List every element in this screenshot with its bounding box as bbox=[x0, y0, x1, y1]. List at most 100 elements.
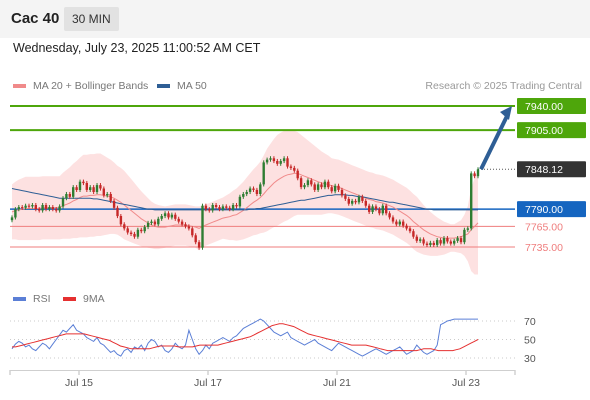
candle-body bbox=[245, 192, 248, 195]
candle-body bbox=[272, 158, 276, 162]
candle-body bbox=[333, 185, 337, 192]
ma20-line bbox=[11, 172, 479, 239]
candle-body bbox=[170, 214, 174, 218]
level-label-7848.12: 7848.12 bbox=[525, 164, 563, 176]
level-label-bg bbox=[517, 98, 586, 114]
candle-body bbox=[289, 166, 293, 168]
candle-body bbox=[143, 227, 146, 232]
candle-body bbox=[27, 205, 31, 207]
candle-body bbox=[293, 167, 296, 171]
candle-body bbox=[395, 221, 398, 225]
candle-body bbox=[112, 200, 116, 208]
candle-body bbox=[102, 188, 105, 196]
candle-body bbox=[425, 243, 429, 245]
candle-body bbox=[296, 170, 299, 179]
candle-body bbox=[157, 218, 160, 225]
candle-body bbox=[238, 196, 242, 207]
candle-body bbox=[95, 185, 99, 192]
candle-body bbox=[364, 200, 367, 206]
candle-body bbox=[316, 184, 320, 190]
legend-ma50: MA 50 bbox=[157, 80, 207, 92]
rsi-tick-label: 30 bbox=[524, 353, 536, 365]
level-label-7940.00: 7940.00 bbox=[525, 101, 563, 113]
level-label-7735.00: 7735.00 bbox=[525, 242, 563, 254]
candle-body bbox=[109, 194, 112, 201]
candle-body bbox=[449, 241, 452, 244]
candle-body bbox=[167, 213, 170, 218]
legend-label-ma50: MA 50 bbox=[177, 80, 207, 92]
candle-body bbox=[371, 206, 374, 212]
candle-body bbox=[252, 188, 255, 190]
rsi-ma-line bbox=[12, 323, 479, 352]
candle-body bbox=[34, 205, 37, 210]
candle-body bbox=[201, 205, 204, 248]
candle-body bbox=[405, 225, 408, 229]
candle-body bbox=[453, 240, 456, 244]
candle-body bbox=[299, 178, 303, 188]
candle-body bbox=[150, 221, 153, 223]
candle-body bbox=[55, 209, 58, 211]
x-tick-label: Jul 23 bbox=[452, 377, 480, 389]
candle-body bbox=[436, 240, 439, 245]
candle-body bbox=[385, 205, 388, 214]
candle-body bbox=[419, 239, 422, 241]
candle-body bbox=[41, 205, 44, 211]
candle-body bbox=[174, 214, 177, 219]
interval-selector[interactable]: 30 MIN bbox=[64, 7, 119, 31]
candle-body bbox=[191, 228, 194, 236]
candle-body bbox=[184, 224, 187, 227]
legend-label-rsi-ma: 9MA bbox=[83, 293, 105, 305]
candle-body bbox=[262, 162, 265, 185]
candle-body bbox=[470, 173, 473, 229]
candle-body bbox=[38, 209, 41, 211]
candle-body bbox=[160, 216, 163, 219]
candle-body bbox=[225, 206, 228, 208]
credit-text: Research © 2025 Trading Central bbox=[425, 80, 582, 92]
forecast-arrow-head bbox=[500, 106, 512, 120]
candle-body bbox=[208, 209, 211, 211]
candle-body bbox=[446, 238, 449, 242]
candle-body bbox=[248, 188, 252, 192]
candle-body bbox=[259, 184, 262, 194]
rsi-tick-label: 70 bbox=[524, 316, 536, 328]
candle-body bbox=[388, 213, 391, 218]
candle-body bbox=[72, 187, 75, 197]
candle-body bbox=[153, 221, 157, 225]
candle-body bbox=[303, 185, 306, 188]
candle-body bbox=[255, 189, 259, 194]
candle-body bbox=[429, 242, 432, 245]
candle-body bbox=[123, 224, 126, 229]
candle-body bbox=[163, 213, 167, 217]
candle-body bbox=[269, 158, 272, 160]
candle-body bbox=[327, 181, 330, 188]
legend-rsi-ma: 9MA bbox=[63, 293, 105, 305]
top-bar: Cac 40 30 MIN bbox=[0, 0, 590, 38]
x-tick-label: Jul 15 bbox=[65, 377, 93, 389]
legend-bollinger: MA 20 + Bollinger Bands bbox=[13, 80, 148, 92]
candle-body bbox=[194, 235, 197, 243]
candle-body bbox=[357, 196, 361, 203]
candle-body bbox=[231, 205, 235, 210]
candle-body bbox=[92, 187, 95, 192]
chart-datetime: Wednesday, July 23, 2025 11:00:52 AM CET bbox=[13, 41, 261, 55]
legend-label-bollinger: MA 20 + Bollinger Bands bbox=[33, 80, 149, 92]
candle-body bbox=[99, 185, 102, 189]
candle-body bbox=[351, 200, 354, 204]
candle-body bbox=[279, 161, 282, 164]
candle-body bbox=[408, 228, 412, 232]
level-label-7765.00: 7765.00 bbox=[525, 221, 563, 233]
candle-body bbox=[10, 217, 14, 221]
candle-body bbox=[180, 221, 184, 225]
candle-body bbox=[347, 198, 350, 204]
candle-body bbox=[402, 221, 405, 226]
candle-body bbox=[68, 194, 71, 197]
candle-body bbox=[204, 205, 208, 210]
candle-body bbox=[235, 205, 238, 207]
candle-body bbox=[344, 195, 347, 199]
candle-body bbox=[476, 169, 480, 177]
candle-body bbox=[65, 194, 68, 199]
candle-body bbox=[228, 207, 231, 210]
candle-body bbox=[340, 189, 344, 196]
candle-body bbox=[119, 216, 123, 225]
